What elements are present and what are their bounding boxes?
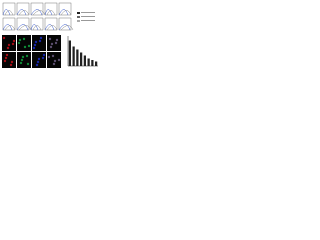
histogram-curve: [4, 10, 14, 16]
cell: [48, 37, 52, 41]
histogram-curve: [32, 10, 46, 16]
cell: [41, 56, 45, 60]
cell: [34, 40, 38, 44]
cell: [10, 60, 14, 64]
histogram-curve: [58, 9, 69, 16]
micrograph: [32, 35, 46, 51]
cell: [42, 53, 46, 57]
bar: [68, 40, 71, 66]
histogram-curve: [46, 10, 56, 16]
cell: [55, 38, 59, 42]
cell: [19, 61, 23, 65]
histogram-panel: [58, 2, 72, 16]
bar: [80, 52, 83, 66]
histogram-curve: [60, 10, 72, 16]
cell: [9, 63, 13, 67]
cell: [54, 41, 58, 45]
legend-text: [81, 20, 95, 21]
histogram-panel: [44, 17, 58, 31]
histogram-curve: [44, 9, 53, 16]
micrograph: [47, 52, 61, 68]
histogram-panel: [30, 2, 44, 16]
cell: [3, 59, 7, 63]
cell: [27, 44, 31, 48]
legend-swatch: [77, 12, 80, 14]
legend-text: [81, 16, 95, 17]
cell: [53, 59, 57, 63]
figure: [0, 0, 100, 69]
histogram-curve: [44, 24, 55, 31]
cell: [23, 45, 27, 49]
bar: [87, 58, 90, 66]
histogram-curve: [46, 25, 58, 31]
histogram-panel: [30, 17, 44, 31]
cell: [57, 58, 61, 62]
histogram-curve: [60, 25, 74, 31]
cell: [7, 43, 11, 47]
cell: [20, 58, 24, 62]
cell: [50, 42, 54, 46]
bar: [95, 61, 98, 66]
histogram-panel: [2, 17, 16, 31]
cell: [52, 62, 56, 66]
bar: [83, 55, 86, 66]
histogram-curve: [4, 25, 16, 31]
histogram-curve: [18, 25, 32, 31]
histogram-curve: [2, 24, 13, 31]
histogram-panel: [2, 2, 16, 16]
micrograph: [2, 35, 16, 51]
histogram-curve: [32, 25, 42, 31]
cell: [33, 43, 37, 47]
cell: [26, 62, 30, 66]
cell: [51, 54, 55, 58]
histogram-panel: [16, 2, 30, 16]
cell: [35, 63, 39, 67]
cell: [6, 46, 10, 50]
cell: [21, 55, 25, 59]
cell: [22, 37, 26, 41]
cell: [25, 54, 29, 58]
histogram-curve: [18, 10, 30, 16]
histogram-curve: [2, 9, 11, 16]
histogram-curve: [30, 9, 43, 16]
legend: [77, 12, 95, 22]
cell: [12, 39, 16, 43]
histogram-panel: [16, 17, 30, 31]
cell: [32, 46, 36, 50]
bar: [76, 49, 79, 66]
micrograph: [2, 52, 16, 68]
bar: [91, 60, 94, 66]
histogram-panel: [44, 2, 58, 16]
histogram-curve: [30, 24, 39, 31]
cell: [11, 42, 15, 46]
cell: [4, 56, 8, 60]
histogram-curve: [16, 9, 27, 16]
cell: [5, 53, 9, 57]
cell: [17, 41, 21, 45]
legend-text: [81, 12, 95, 13]
cell: [39, 36, 43, 40]
micrograph: [47, 35, 61, 51]
micrograph: [17, 52, 31, 68]
legend-swatch: [77, 16, 80, 18]
cell: [47, 55, 51, 59]
page: (() => { const data = JSON.parse(documen…: [0, 0, 320, 69]
bar: [72, 46, 75, 66]
cell: [18, 38, 22, 42]
histogram-panel: [58, 17, 72, 31]
cell: [37, 57, 41, 61]
histogram-curve: [58, 24, 71, 31]
histogram-curve: [16, 24, 29, 31]
cell: [38, 39, 42, 43]
cell: [2, 36, 6, 40]
cell: [36, 60, 40, 64]
legend-swatch: [77, 20, 80, 22]
cell: [49, 45, 53, 49]
